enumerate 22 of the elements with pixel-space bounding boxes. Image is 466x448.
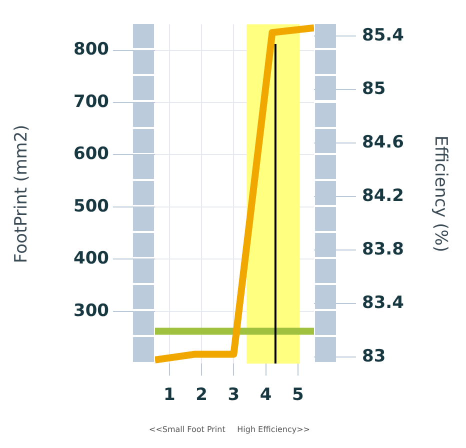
y-tick-label: 500 [74, 196, 110, 216]
y2-tick-label: 83 [362, 346, 386, 366]
y2-tick-label: 83.8 [362, 239, 404, 260]
y2-tick-label: 83.4 [362, 292, 404, 313]
x-tick-label: 5 [292, 385, 304, 406]
y-tick-label: 700 [74, 92, 110, 112]
y2-tick-label: 85.4 [362, 26, 404, 46]
y2-tick-label: 85 [362, 79, 386, 100]
x-tick-label: 2 [196, 385, 208, 406]
y2-tick-label: 84.2 [362, 186, 404, 206]
y2-tick-label: 84.6 [362, 132, 404, 153]
y-tick-label: 300 [74, 300, 110, 321]
y2-axis-title: Efficiency (%) [430, 136, 450, 252]
y-axis-title: FootPrint (mm2) [12, 124, 32, 264]
y-tick-label: 600 [74, 144, 110, 164]
text: High Efficiency>> [237, 425, 310, 434]
x-tick-label: 1 [164, 385, 176, 406]
text: <<Small Foot Print [149, 425, 226, 434]
x-tick-label: 4 [260, 385, 272, 406]
y-tick-label: 800 [74, 40, 110, 60]
x-tick-label: 3 [228, 385, 240, 406]
y-tick-label: 400 [74, 248, 110, 269]
